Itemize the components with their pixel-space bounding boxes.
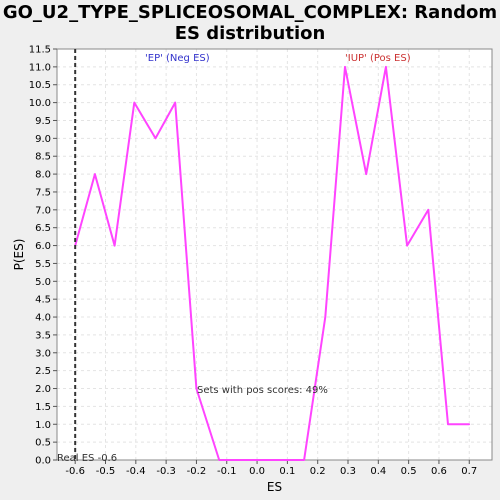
y-tick-label: 6.5 (35, 223, 51, 234)
y-tick-label: 11.5 (29, 45, 51, 56)
y-tick-label: 2.0 (35, 384, 51, 395)
data-point (133, 101, 136, 104)
x-tick-label: -0.5 (96, 466, 116, 477)
data-point (468, 423, 471, 426)
y-tick-label: 9.5 (35, 116, 51, 127)
x-tick-label: 0.6 (431, 466, 447, 477)
y-tick-label: 4.5 (35, 295, 51, 306)
y-tick-label: 9.0 (35, 134, 51, 145)
data-point (195, 387, 198, 390)
y-tick-label: 0.5 (35, 438, 51, 449)
y-tick-label: 4.0 (35, 313, 51, 324)
ticks: 0.0 0.5 1.0 1.5 2.0 2.5 3.0 3.5 4.0 4.5 5.0 5.5 6.0 6… (29, 45, 477, 478)
x-tick-label: 0.3 (340, 466, 356, 477)
data-point (154, 137, 157, 140)
data-point (256, 459, 258, 461)
y-tick-label: 3.0 (35, 348, 51, 359)
y-tick-label: 10.5 (29, 80, 51, 91)
data-point (324, 316, 327, 318)
x-axis-label: ES (267, 480, 282, 494)
y-tick-label: 11.0 (29, 62, 51, 73)
neg-es-annotation: 'EP' (Neg ES) (145, 53, 210, 64)
data-point (303, 459, 305, 461)
x-tick-label: 0.7 (461, 466, 477, 477)
real-es-annotation: Real ES -0.6 (57, 453, 117, 464)
x-tick-label: 0.0 (249, 466, 265, 477)
plot-area (57, 49, 492, 460)
y-tick-label: 7.5 (35, 187, 51, 198)
data-point (174, 101, 176, 104)
data-point (238, 459, 240, 461)
x-tick-label: -0.2 (187, 466, 207, 477)
data-point (344, 66, 346, 68)
x-tick-label: 0.4 (370, 466, 386, 477)
series-line-0 (74, 65, 470, 461)
data-point (427, 209, 430, 211)
data-point (406, 244, 408, 247)
y-tick-label: 10.0 (29, 98, 51, 109)
data-point (94, 173, 96, 175)
data-point (113, 244, 116, 247)
x-tick-label: -0.3 (156, 466, 176, 477)
y-tick-label: 5.5 (35, 259, 51, 270)
data-point (447, 423, 449, 426)
chart-title: GO_U2_TYPE_SPLICEOSOMAL_COMPLEX: Random … (2, 2, 498, 44)
y-tick-label: 2.5 (35, 366, 51, 377)
y-axis-label: P(ES) (12, 239, 26, 271)
y-tick-label: 0.0 (35, 456, 51, 467)
x-tick-label: 0.1 (279, 466, 295, 477)
sets-pos-annotation: Sets with pos scores: 49% (197, 385, 328, 396)
y-tick-label: 3.5 (35, 330, 51, 341)
y-tick-label: 6.0 (35, 241, 51, 252)
y-tick-label: 1.0 (35, 420, 51, 431)
data-point (218, 459, 220, 461)
data-point (385, 66, 387, 68)
y-tick-label: 5.0 (35, 277, 51, 288)
x-tick-label: -0.4 (126, 466, 146, 477)
x-tick-label: -0.1 (217, 466, 237, 477)
y-tick-label: 8.5 (35, 152, 51, 163)
data-point (283, 459, 286, 461)
y-tick-label: 7.0 (35, 205, 51, 216)
x-tick-label: 0.5 (401, 466, 417, 477)
x-tick-label: -0.6 (65, 466, 85, 477)
x-tick-label: 0.2 (310, 466, 326, 477)
y-tick-label: 1.5 (35, 402, 51, 413)
pos-es-annotation: 'IUP' (Pos ES) (345, 53, 411, 64)
y-tick-label: 8.0 (35, 170, 51, 181)
grid (57, 48, 492, 461)
data-point (365, 173, 368, 175)
